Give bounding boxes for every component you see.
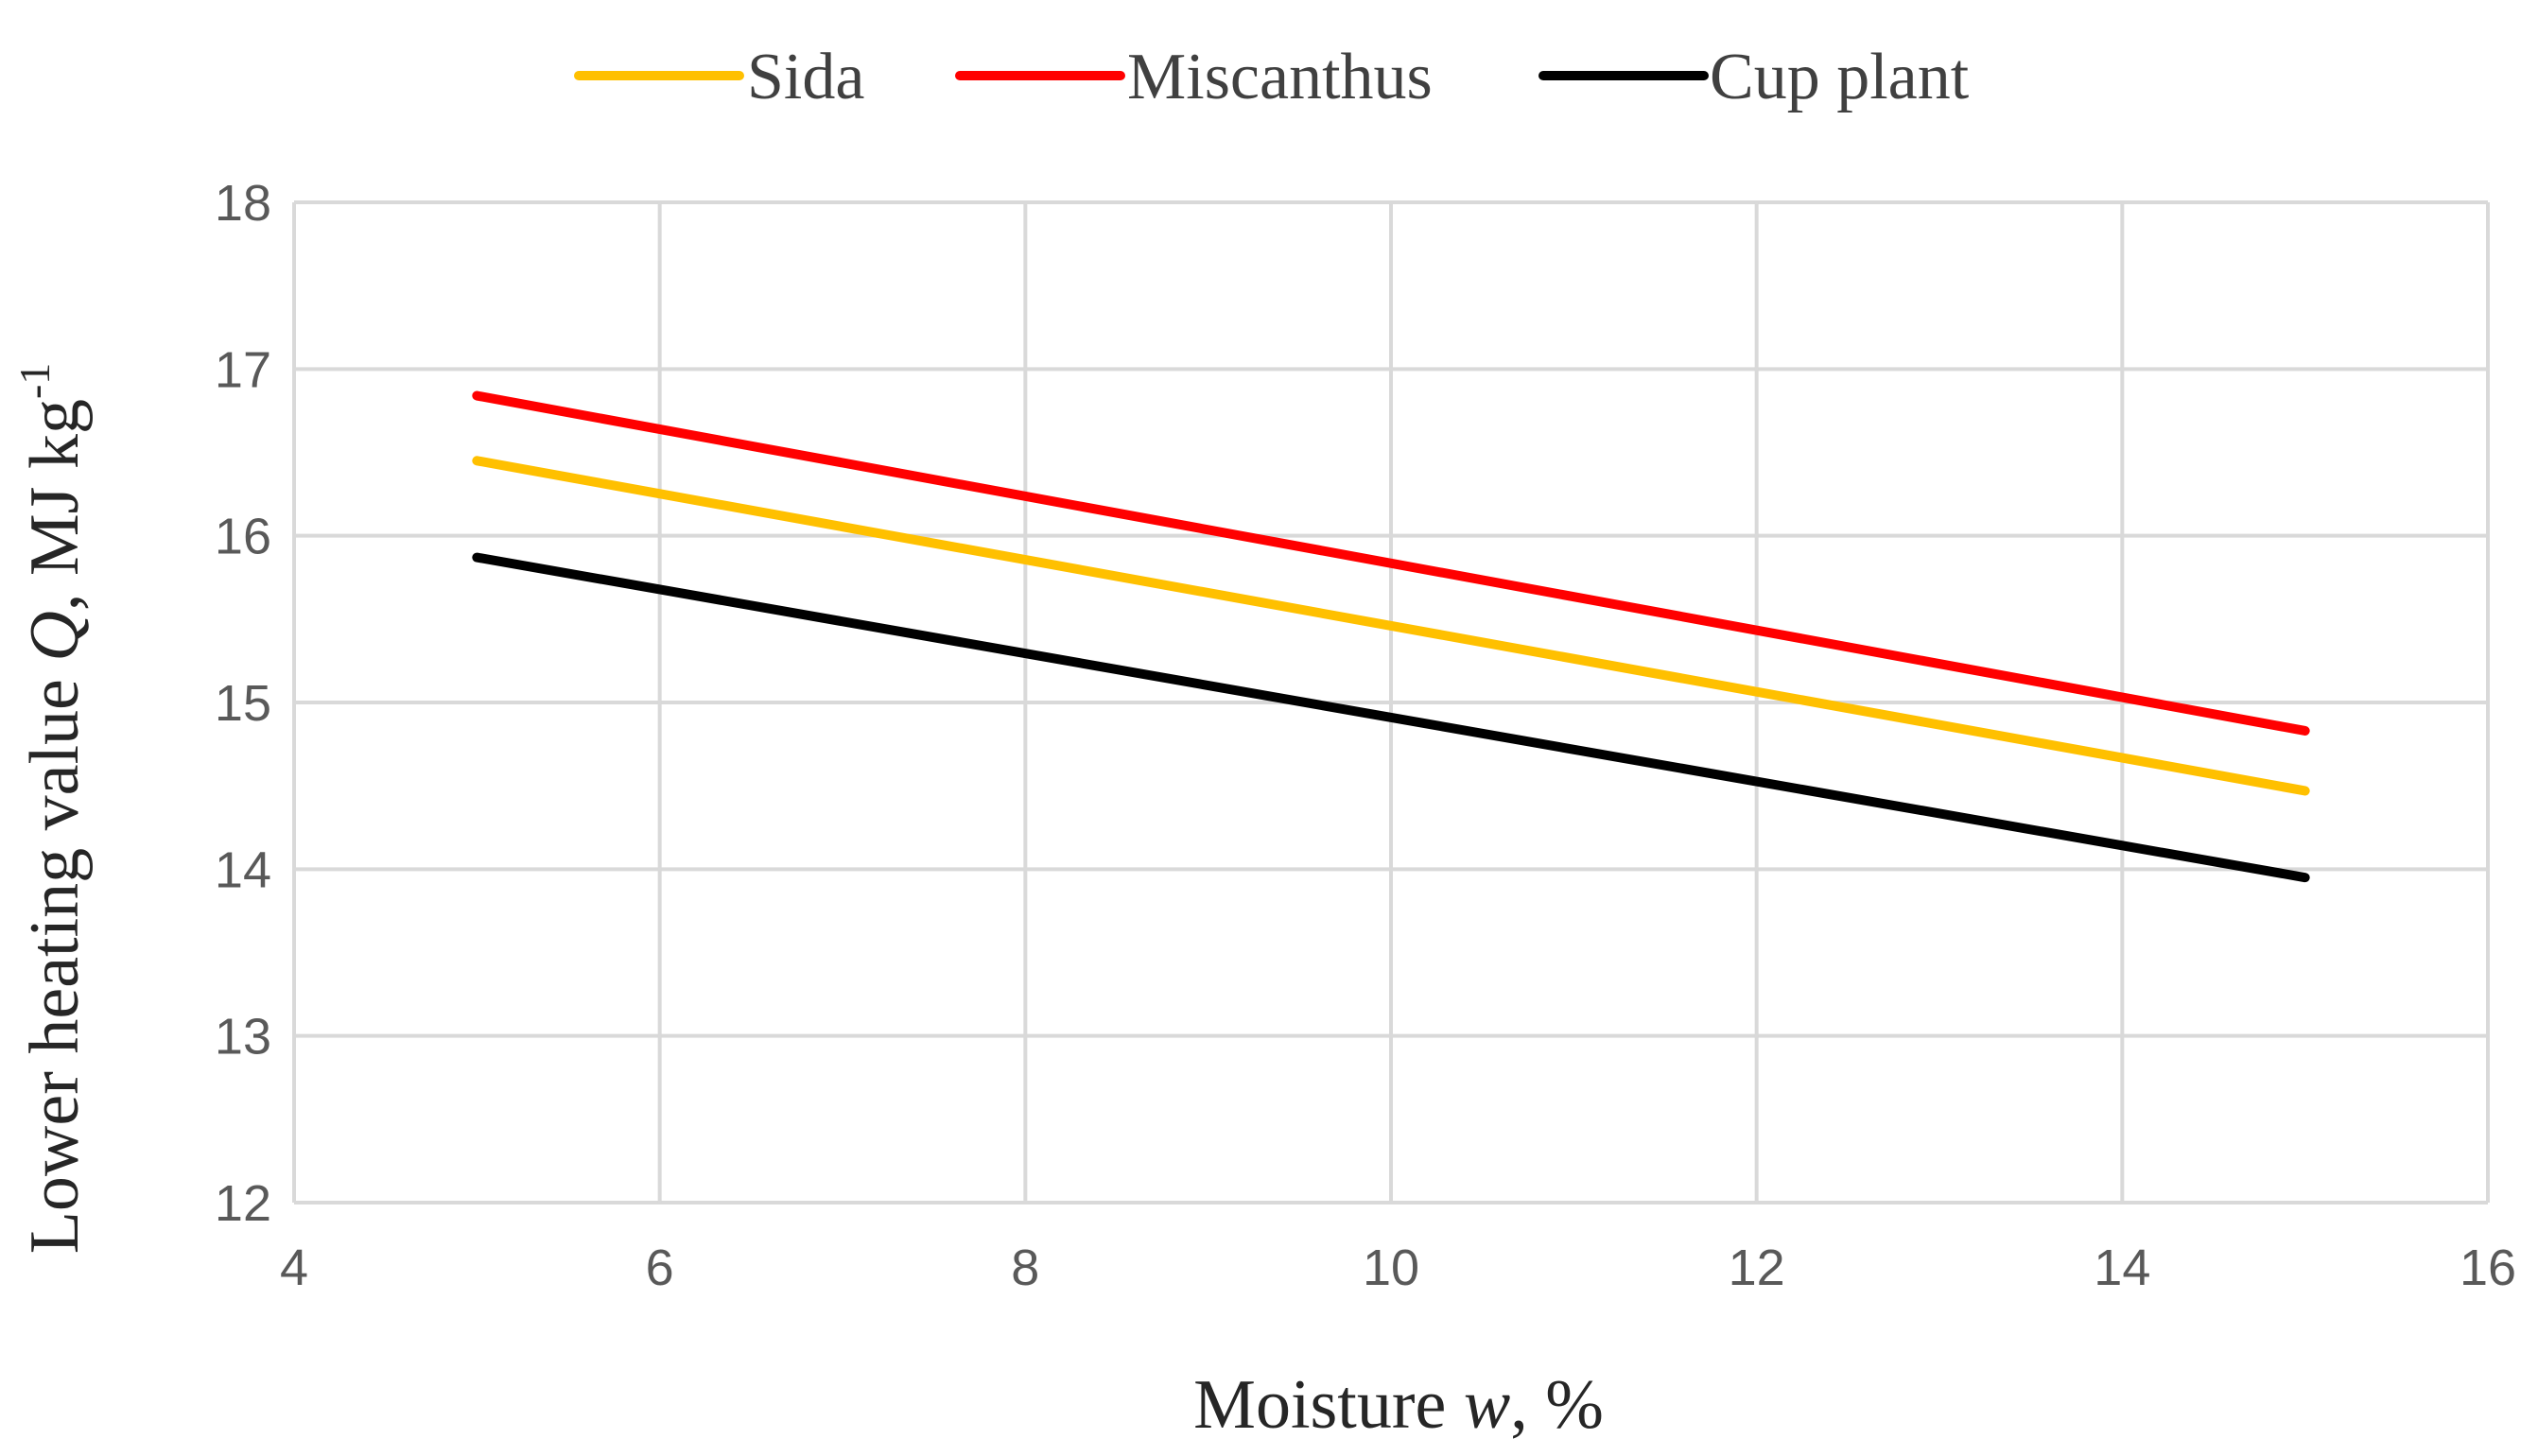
x-tick-label-8: 8 [1011, 1239, 1039, 1296]
x-axis-title: Moisture w, % [1193, 1366, 1604, 1444]
y-tick-label-18: 18 [215, 175, 271, 232]
x-tick-label-6: 6 [646, 1239, 674, 1296]
y-axis-ticks: 12 13 14 15 16 17 18 [215, 175, 271, 1232]
y-tick-label-13: 13 [215, 1009, 271, 1066]
gridlines [292, 200, 2490, 1205]
legend-label-cup-plant: Cup plant [1710, 41, 1970, 113]
y-axis-title-exponent: -1 [10, 363, 59, 399]
y-tick-label-14: 14 [215, 841, 271, 898]
x-axis-ticks: 4 6 8 10 12 14 16 [280, 1239, 2516, 1296]
series-line-cup-plant [472, 552, 2310, 883]
series-line-miscanthus [472, 390, 2310, 736]
legend-label-sida: Sida [747, 41, 864, 113]
y-tick-label-12: 12 [215, 1175, 271, 1232]
x-tick-label-12: 12 [1729, 1239, 1785, 1296]
legend-label-miscanthus: Miscanthus [1127, 41, 1433, 113]
x-axis-title-unit: , % [1510, 1366, 1604, 1444]
legend: Sida Miscanthus Cup plant [574, 41, 1970, 113]
series-lines [472, 390, 2310, 883]
y-tick-label-15: 15 [215, 675, 271, 732]
y-axis-title-text: Lower heating value [16, 662, 94, 1255]
y-tick-label-17: 17 [215, 341, 271, 398]
x-tick-label-4: 4 [280, 1239, 308, 1296]
y-axis-title-symbol: Q [16, 611, 94, 661]
x-tick-label-10: 10 [1363, 1239, 1419, 1296]
y-axis-title-unit: , MJ kg [16, 399, 94, 611]
y-axis-title: Lower heating value Q, MJ kg-1 [10, 363, 94, 1255]
x-tick-label-14: 14 [2094, 1239, 2150, 1296]
series-line-sida [472, 456, 2310, 796]
x-tick-label-16: 16 [2460, 1239, 2516, 1296]
y-tick-label-16: 16 [215, 509, 271, 565]
x-axis-title-symbol: w [1464, 1366, 1510, 1444]
x-axis-title-text: Moisture [1193, 1366, 1464, 1444]
